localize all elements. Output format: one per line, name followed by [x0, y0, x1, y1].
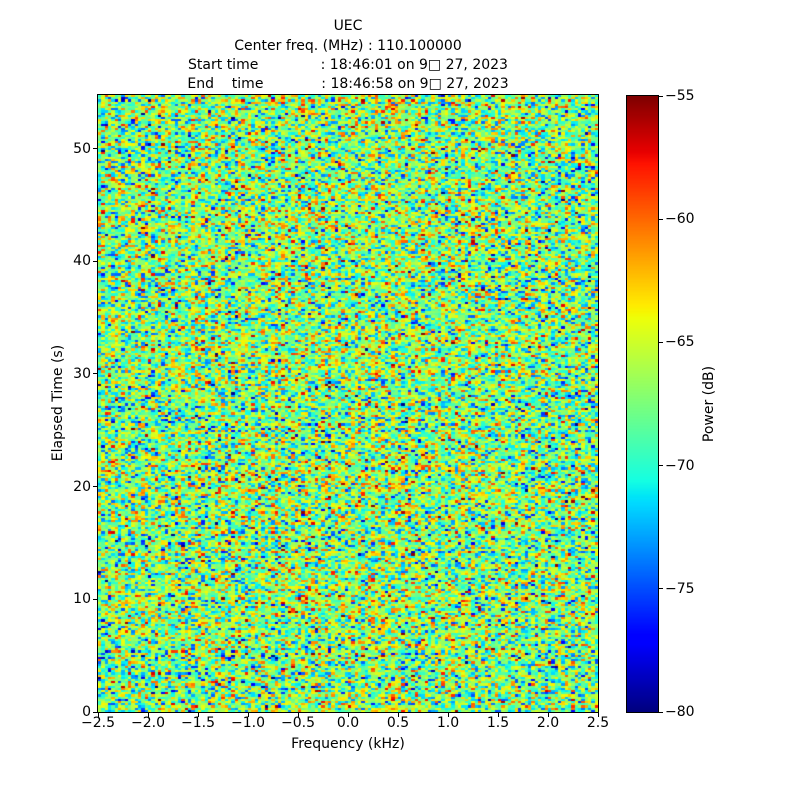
colorbar-tick-label: −70 — [665, 457, 695, 474]
x-axis-label: Frequency (kHz) — [291, 736, 405, 752]
x-tick-mark — [447, 713, 449, 717]
y-tick-label: 40 — [73, 253, 91, 270]
x-tick-label: −0.5 — [281, 715, 315, 731]
colorbar-tick-label: −55 — [665, 88, 695, 104]
y-tick-label: 50 — [73, 140, 91, 157]
end-time-subtitle: End time : 18:46:58 on 9□ 27, 2023 — [187, 76, 509, 92]
colorbar-tick-mark — [659, 588, 663, 590]
x-tick-mark — [547, 713, 549, 717]
y-tick-mark — [93, 711, 97, 713]
y-tick-mark — [93, 373, 97, 375]
x-tick-label: 2.5 — [586, 715, 610, 731]
x-tick-label: −1.5 — [181, 715, 215, 731]
colorbar-tick-label: −75 — [665, 580, 695, 597]
x-tick-mark — [97, 713, 99, 717]
colorbar-tick-label: −65 — [665, 334, 695, 351]
colorbar-tick-mark — [659, 341, 663, 343]
x-tick-label: 1.0 — [436, 715, 460, 731]
x-tick-mark — [347, 713, 349, 717]
colorbar-tick-label: −60 — [665, 211, 695, 228]
colorbar-gradient — [627, 96, 658, 712]
y-tick-mark — [93, 260, 97, 262]
y-axis-label: Elapsed Time (s) — [50, 344, 66, 462]
x-tick-label: −2.5 — [81, 715, 115, 731]
colorbar-tick-mark — [659, 218, 663, 220]
colorbar-label: Power (dB) — [701, 365, 717, 443]
x-tick-mark — [597, 713, 599, 717]
x-tick-mark — [497, 713, 499, 717]
spectrogram-heatmap — [98, 95, 598, 712]
x-tick-label: −1.0 — [231, 715, 265, 731]
x-tick-label: 0.0 — [336, 715, 360, 731]
y-tick-label: 20 — [73, 478, 91, 495]
x-tick-mark — [297, 713, 299, 717]
x-tick-mark — [247, 713, 249, 717]
y-tick-label: 30 — [73, 365, 91, 382]
x-tick-mark — [197, 713, 199, 717]
colorbar-tick-mark — [659, 95, 663, 97]
y-tick-mark — [93, 148, 97, 150]
y-tick-label: 0 — [82, 704, 91, 720]
x-tick-mark — [397, 713, 399, 717]
x-tick-label: 2.0 — [536, 715, 560, 731]
x-tick-mark — [147, 713, 149, 717]
start-time-subtitle: Start time : 18:46:01 on 9□ 27, 2023 — [188, 57, 508, 73]
x-tick-label: 1.5 — [486, 715, 510, 731]
y-tick-mark — [93, 598, 97, 600]
x-tick-label: −2.0 — [131, 715, 165, 731]
y-tick-mark — [93, 486, 97, 488]
colorbar-tick-label: −80 — [665, 704, 695, 720]
chart-title: UEC — [333, 18, 363, 34]
colorbar-tick-mark — [659, 711, 663, 713]
y-tick-label: 10 — [73, 591, 91, 608]
x-tick-label: 0.5 — [386, 715, 410, 731]
center-freq-subtitle: Center freq. (MHz) : 110.100000 — [234, 38, 462, 54]
colorbar-tick-mark — [659, 465, 663, 467]
